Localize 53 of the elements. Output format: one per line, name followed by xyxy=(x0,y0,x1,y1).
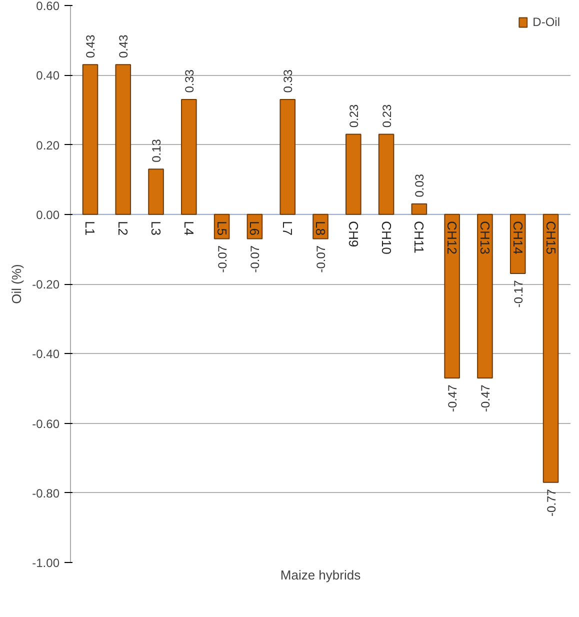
data-label: 0.33 xyxy=(281,69,296,93)
data-label: -0.07 xyxy=(314,245,328,273)
y-tick-label: -0.60 xyxy=(32,416,60,431)
bar xyxy=(477,214,493,378)
data-label: -0.47 xyxy=(446,384,460,412)
y-tick-label: 0.20 xyxy=(36,138,60,152)
x-tick-label: CH10 xyxy=(378,221,394,254)
data-label: -0.77 xyxy=(544,488,558,516)
y-tick-label: -0.80 xyxy=(32,486,60,500)
data-label: -0.47 xyxy=(478,384,492,412)
data-label: 0.23 xyxy=(380,104,394,128)
x-tick-label: L1 xyxy=(82,221,98,236)
y-axis-title: Oil (%) xyxy=(9,264,24,304)
y-tick-label: 0.40 xyxy=(36,68,60,83)
data-label: 0.33 xyxy=(182,69,196,93)
x-tick-label: L6 xyxy=(247,221,262,236)
bar xyxy=(181,98,197,215)
y-tick-label: -1.00 xyxy=(32,556,60,570)
x-tick-label: L8 xyxy=(313,221,328,236)
x-tick-label: CH14 xyxy=(510,221,526,254)
bar xyxy=(82,64,98,215)
data-label: 0.03 xyxy=(412,174,427,198)
bar xyxy=(280,98,296,215)
data-label: 0.13 xyxy=(150,138,164,162)
data-label: 0.43 xyxy=(116,34,131,58)
bar xyxy=(345,134,362,215)
x-tick-label: CH11 xyxy=(412,221,427,254)
legend-label: D-Oil xyxy=(532,15,560,29)
bar xyxy=(411,203,428,215)
x-tick-label: CH9 xyxy=(346,221,361,248)
bar xyxy=(444,214,460,378)
bar xyxy=(148,168,164,215)
x-tick-label: L7 xyxy=(280,221,296,236)
x-tick-label: CH12 xyxy=(444,221,460,254)
x-tick-label: L2 xyxy=(116,221,131,236)
y-tick-label: -0.20 xyxy=(32,278,60,292)
data-label: -0.07 xyxy=(215,245,230,273)
bar xyxy=(115,64,132,215)
bar xyxy=(542,214,559,483)
x-axis-title: Maize hybrids xyxy=(280,568,362,582)
data-label: -0.17 xyxy=(511,280,526,308)
data-label: -0.07 xyxy=(248,245,262,273)
x-tick-label: CH13 xyxy=(477,221,492,254)
x-tick-label: L3 xyxy=(148,221,164,236)
data-label: 0.43 xyxy=(84,34,98,58)
x-tick-label: CH15 xyxy=(543,221,558,254)
y-tick-label: 0.60 xyxy=(36,0,60,13)
data-label: 0.23 xyxy=(346,104,361,128)
x-tick-label: L5 xyxy=(214,221,230,236)
y-tick-label: 0.00 xyxy=(36,208,60,222)
bar xyxy=(378,134,394,215)
y-tick-label: -0.40 xyxy=(32,347,60,362)
x-tick-label: L4 xyxy=(181,221,196,236)
